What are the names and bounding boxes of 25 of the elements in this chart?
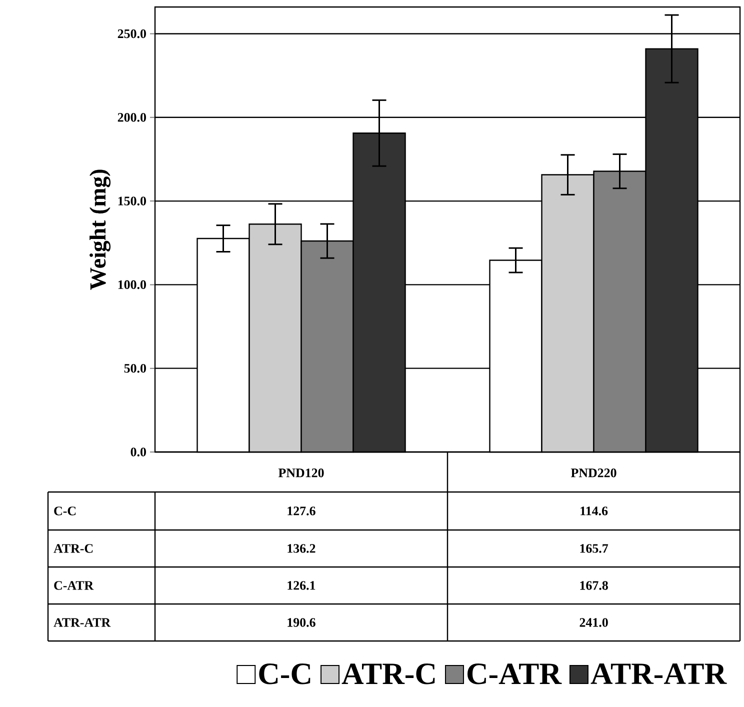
text: C-ATR	[54, 581, 94, 590]
data-label: 136.2	[288, 544, 316, 553]
y-tick-label: 150.0	[118, 196, 146, 206]
x-tick-label: PND220	[570, 468, 616, 478]
data-label: 190.6	[288, 618, 316, 627]
legend-label: ATR-C	[342, 664, 435, 684]
legend-label: C-ATR	[468, 664, 562, 684]
legend-label: ATR-ATR	[590, 664, 727, 684]
legend-label: C-C	[259, 664, 310, 684]
text: ATR-ATR	[54, 618, 111, 627]
data-label: 165.7	[580, 544, 608, 553]
y-tick-label: 250.0	[118, 29, 146, 38]
data-label: 114.6	[580, 506, 608, 516]
y-tick-label: 100.0	[118, 280, 146, 290]
text: C-C	[54, 506, 76, 516]
text: ATR-C	[54, 544, 93, 553]
data-label: 241.0	[580, 618, 608, 627]
y-tick-label: 50.0	[124, 364, 146, 373]
data-label: 167.8	[580, 581, 608, 590]
y-tick-label: 0.0	[130, 448, 146, 456]
x-tick-label: PND120	[278, 468, 324, 478]
y-axis-title: Weight (mg)	[90, 170, 111, 290]
y-tick-label: 200.0	[118, 113, 146, 122]
data-label: 127.6	[288, 506, 316, 516]
data-label: 126.1	[288, 581, 316, 590]
